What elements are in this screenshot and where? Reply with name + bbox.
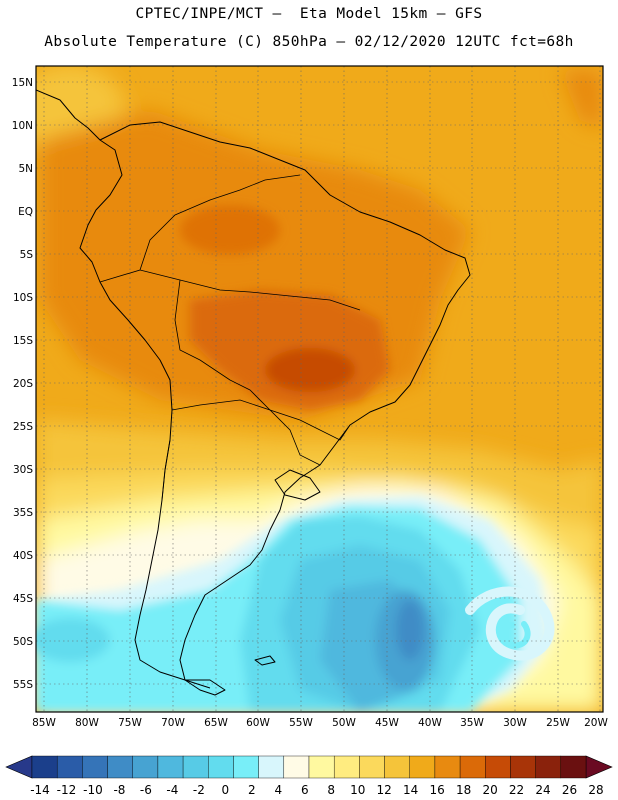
colorbar-cell (158, 756, 183, 778)
lon-label: 20W (584, 717, 608, 729)
colorbar-cell (536, 756, 561, 778)
colorbar-label: -8 (113, 783, 125, 797)
field-sw-cool2 (30, 618, 110, 662)
colorbar-label: 28 (588, 783, 603, 797)
colorbar-label: 8 (327, 783, 335, 797)
lat-label: 25S (13, 421, 33, 433)
colorbar-cell (284, 756, 309, 778)
colorbar-cell (183, 756, 208, 778)
lon-label: 80W (75, 717, 99, 729)
longitude-labels: 85W 80W 75W 70W 65W 60W 55W 50W 45W 40W … (32, 717, 608, 729)
field-hot-amazon (180, 205, 280, 255)
colorbar-cell (334, 756, 359, 778)
lon-label: 55W (289, 717, 313, 729)
colorbar-label: 26 (562, 783, 577, 797)
colorbar-label: -10 (83, 783, 103, 797)
colorbar-cells (32, 756, 586, 778)
colorbar-cell (410, 756, 435, 778)
lon-label: 60W (246, 717, 270, 729)
lat-label: 55S (13, 679, 33, 691)
lat-label: 35S (13, 507, 33, 519)
colorbar-label: -6 (140, 783, 152, 797)
lon-label: 35W (460, 717, 484, 729)
colorbar-cell (259, 756, 284, 778)
lon-label: 70W (161, 717, 185, 729)
lon-label: 85W (32, 717, 56, 729)
colorbar-label: -4 (166, 783, 178, 797)
lat-label: 30S (13, 464, 33, 476)
colorbar-label: 16 (430, 783, 445, 797)
lat-label: 15S (13, 335, 33, 347)
colorbar-labels: -14 -12 -10 -8 -6 -4 -2 0 2 4 6 8 10 12 14 16 18 20 22 24 26… (30, 783, 603, 797)
field-band-m8 (396, 600, 424, 660)
colorbar-cell (108, 756, 133, 778)
colorbar-cell (208, 756, 233, 778)
field-hot-core2 (205, 322, 275, 358)
lat-label: 5N (18, 163, 33, 175)
colorbar-cell (510, 756, 535, 778)
colorbar-label: 6 (301, 783, 309, 797)
colorbar-label: -2 (193, 783, 205, 797)
latitude-labels: 15N 10N 5N EQ 5S 10S 15S 20S 25S 30S 35S… (12, 77, 34, 691)
colorbar-cell (460, 756, 485, 778)
colorbar-cell (485, 756, 510, 778)
colorbar-label: -14 (30, 783, 50, 797)
colorbar-cell (233, 756, 258, 778)
colorbar-cell (435, 756, 460, 778)
colorbar-under-triangle (6, 756, 32, 778)
colorbar-over-triangle (586, 756, 612, 778)
colorbar-cell (133, 756, 158, 778)
colorbar-cell (359, 756, 384, 778)
lat-label: 15N (12, 77, 33, 89)
lon-label: 30W (503, 717, 527, 729)
lat-label: 20S (13, 378, 33, 390)
lat-label: 10N (12, 120, 33, 132)
temperature-map: 15N 10N 5N EQ 5S 10S 15S 20S 25S 30S 35S… (0, 0, 618, 800)
lat-label: 5S (20, 249, 34, 261)
lon-label: 25W (546, 717, 570, 729)
colorbar: -14 -12 -10 -8 -6 -4 -2 0 2 4 6 8 10 12 14 16 18 20 22 24 26… (6, 756, 612, 797)
colorbar-label: 2 (248, 783, 256, 797)
colorbar-cell (82, 756, 107, 778)
colorbar-cell (309, 756, 334, 778)
colorbar-label: 0 (222, 783, 230, 797)
colorbar-cell (57, 756, 82, 778)
lon-label: 75W (118, 717, 142, 729)
colorbar-label: 4 (274, 783, 282, 797)
lon-label: 45W (375, 717, 399, 729)
colorbar-label: 20 (482, 783, 497, 797)
colorbar-label: 18 (456, 783, 471, 797)
colorbar-label: 22 (509, 783, 524, 797)
colorbar-cell (561, 756, 586, 778)
lat-label: 40S (13, 550, 33, 562)
lon-label: 40W (418, 717, 442, 729)
colorbar-label: -12 (57, 783, 77, 797)
colorbar-cell (32, 756, 57, 778)
colorbar-label: 14 (403, 783, 418, 797)
temperature-field (15, 65, 603, 712)
colorbar-label: 10 (350, 783, 365, 797)
lat-label: 10S (13, 292, 33, 304)
lat-label: EQ (18, 206, 33, 218)
colorbar-label: 24 (535, 783, 550, 797)
lat-label: 45S (13, 593, 33, 605)
colorbar-label: 12 (377, 783, 392, 797)
lon-label: 65W (204, 717, 228, 729)
lon-label: 50W (332, 717, 356, 729)
colorbar-cell (385, 756, 410, 778)
lat-label: 50S (13, 636, 33, 648)
field-hot-24 (265, 348, 355, 392)
